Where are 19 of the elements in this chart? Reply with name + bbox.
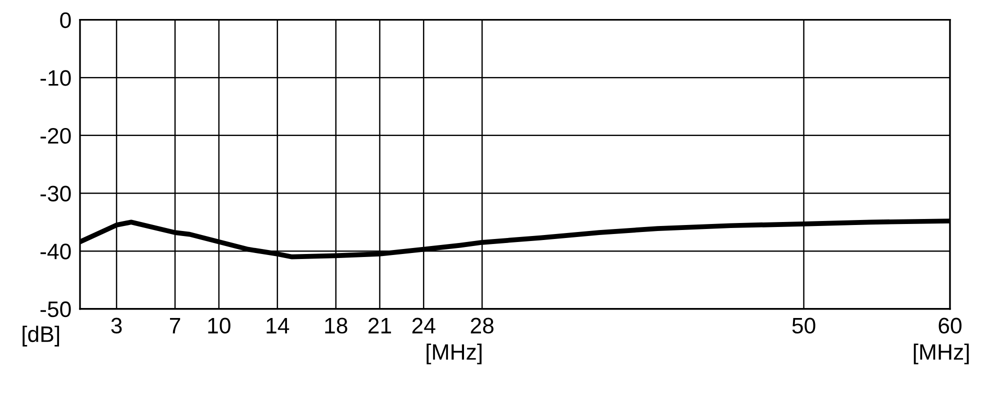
x-tick-label: 50 <box>792 318 816 334</box>
y-tick-label: -20 <box>40 128 71 144</box>
y-tick-label: -40 <box>40 244 71 260</box>
x-tick-label: 28 <box>470 318 494 334</box>
x-tick-label: 3 <box>111 318 122 334</box>
x-tick-label: 7 <box>170 318 180 334</box>
x-tick-label: 21 <box>368 318 392 334</box>
x-axis-title: [MHz] <box>914 344 969 364</box>
y-axis-title: [dB] <box>22 326 60 346</box>
x-tick-label: 24 <box>412 318 436 334</box>
y-tick-label: -30 <box>40 186 71 202</box>
x-tick-label: 60 <box>938 318 962 334</box>
y-tick-label: 0 <box>60 12 71 28</box>
x-tick-label: 14 <box>266 318 290 334</box>
y-tick-label: -10 <box>40 70 71 86</box>
y-tick-label: -50 <box>40 301 71 318</box>
x-tick-label: 18 <box>325 318 348 334</box>
text: [MHz] <box>426 344 482 364</box>
x-tick-label: 10 <box>208 318 230 334</box>
